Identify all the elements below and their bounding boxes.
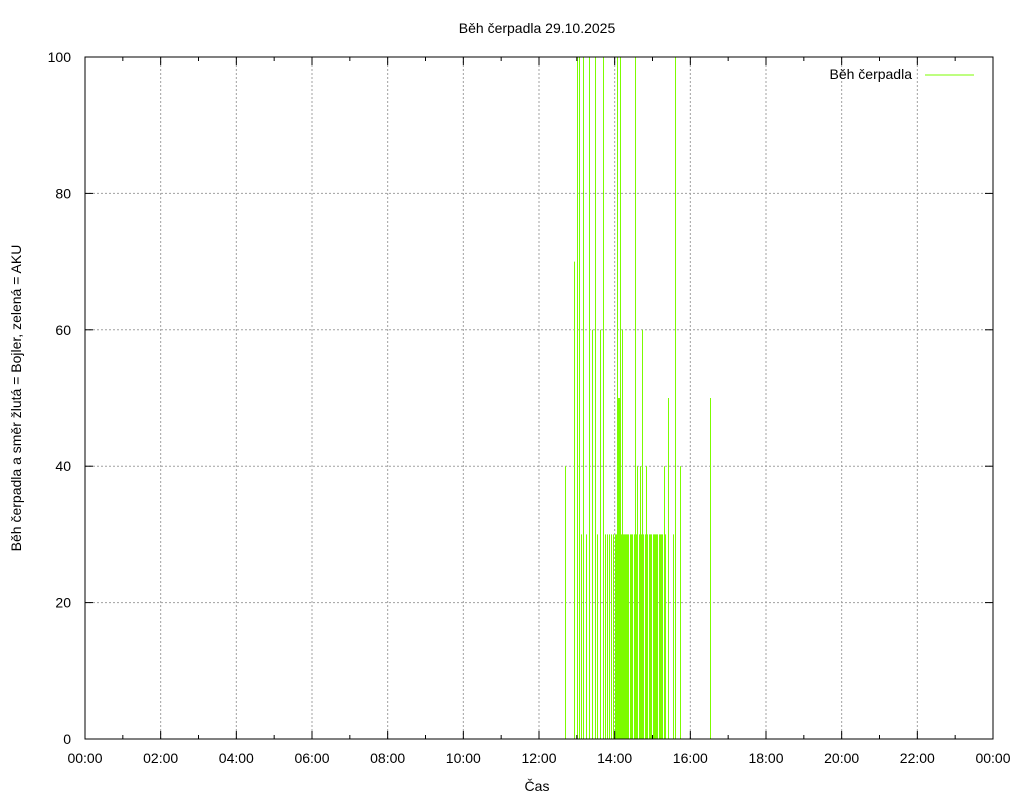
y-tick-label: 100: [48, 49, 72, 65]
legend: Běh čerpadla: [829, 66, 974, 82]
x-tick-label: 12:00: [521, 750, 556, 766]
x-tick-label: 06:00: [294, 750, 329, 766]
y-tick-label: 40: [55, 458, 71, 474]
grid: [85, 57, 993, 739]
x-tick-label: 02:00: [143, 750, 178, 766]
legend-label: Běh čerpadla: [829, 66, 912, 82]
y-tick-label: 0: [63, 731, 71, 747]
chart-title: Běh čerpadla 29.10.2025: [459, 20, 616, 36]
x-tick-label: 14:00: [597, 750, 632, 766]
y-tick-label: 80: [55, 185, 71, 201]
y-tick-label: 20: [55, 595, 71, 611]
x-tick-label: 04:00: [219, 750, 254, 766]
x-tick-label: 10:00: [446, 750, 481, 766]
x-tick-label: 22:00: [900, 750, 935, 766]
x-tick-label: 20:00: [824, 750, 859, 766]
y-axis-label: Běh čerpadla a směr žlutá = Bojler, zele…: [8, 245, 24, 552]
x-tick-label: 00:00: [975, 750, 1010, 766]
tick-marks: [84, 56, 994, 740]
x-tick-label: 18:00: [748, 750, 783, 766]
y-tick-label: 60: [55, 322, 71, 338]
x-tick-labels: 00:00 02:00 04:00 06:00 08:00 10:00 12:00 14:00…: [67, 750, 1010, 766]
data-bars: [565, 57, 711, 739]
x-tick-label: 00:00: [67, 750, 102, 766]
y-tick-labels: 0 20 40 60 80 100: [48, 49, 72, 747]
x-axis-label: Čas: [525, 778, 550, 794]
x-tick-label: 08:00: [370, 750, 405, 766]
x-tick-label: 16:00: [673, 750, 708, 766]
